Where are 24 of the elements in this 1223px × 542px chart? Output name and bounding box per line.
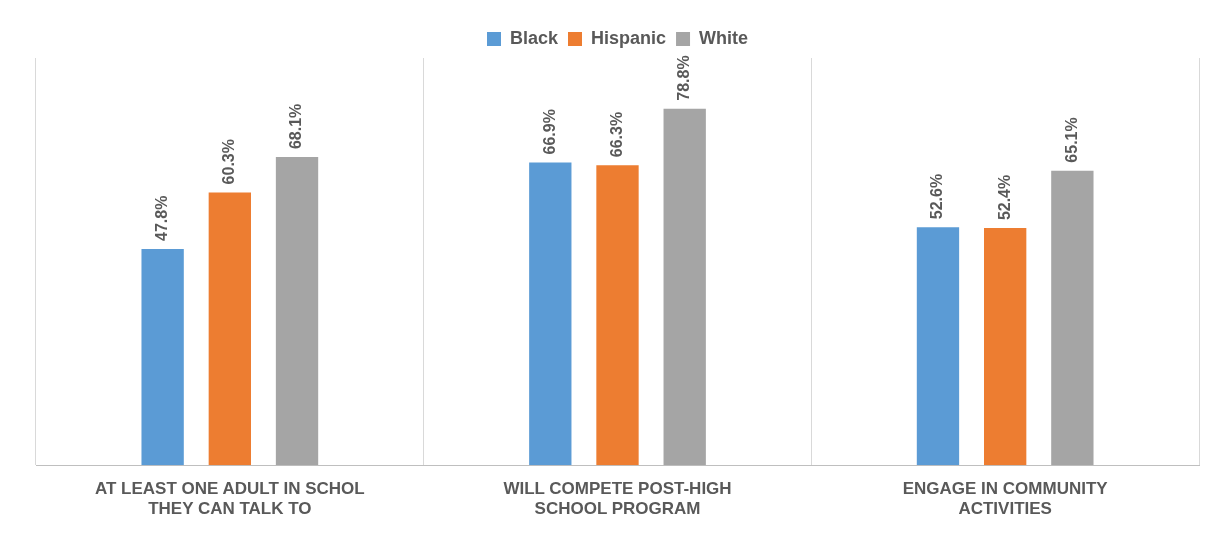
bar [275, 157, 319, 466]
bar [208, 192, 251, 466]
data-label: 66.9% [540, 109, 558, 155]
bar [984, 228, 1027, 466]
data-label: 68.1% [287, 103, 305, 150]
data-label: 78.8% [675, 55, 693, 101]
legend-label: Hispanic [591, 27, 667, 48]
bar [596, 165, 639, 466]
bar [529, 162, 572, 466]
bar [1051, 170, 1094, 466]
data-label: 47.8% [153, 195, 171, 241]
bar [663, 108, 706, 466]
bar [916, 227, 960, 466]
legend-label: Black [509, 27, 559, 48]
x-tick-label: WILL COMPETE POST-HIGH SCHOOL PROGRAM [503, 479, 732, 519]
x-tick-label: AT LEAST ONE ADULT IN SCHOL THEY CAN TALK TO [94, 479, 365, 519]
bar [141, 248, 184, 466]
x-tick-label: ENGAGE IN COMMUNITY ACTIVITIES [902, 479, 1109, 519]
data-label: 52.6% [928, 173, 946, 220]
data-label: 52.4% [995, 174, 1013, 221]
data-label: 60.3% [220, 139, 238, 185]
data-label: 66.3% [607, 111, 625, 158]
legend-label: White [699, 27, 749, 48]
data-label: 65.1% [1062, 117, 1080, 163]
